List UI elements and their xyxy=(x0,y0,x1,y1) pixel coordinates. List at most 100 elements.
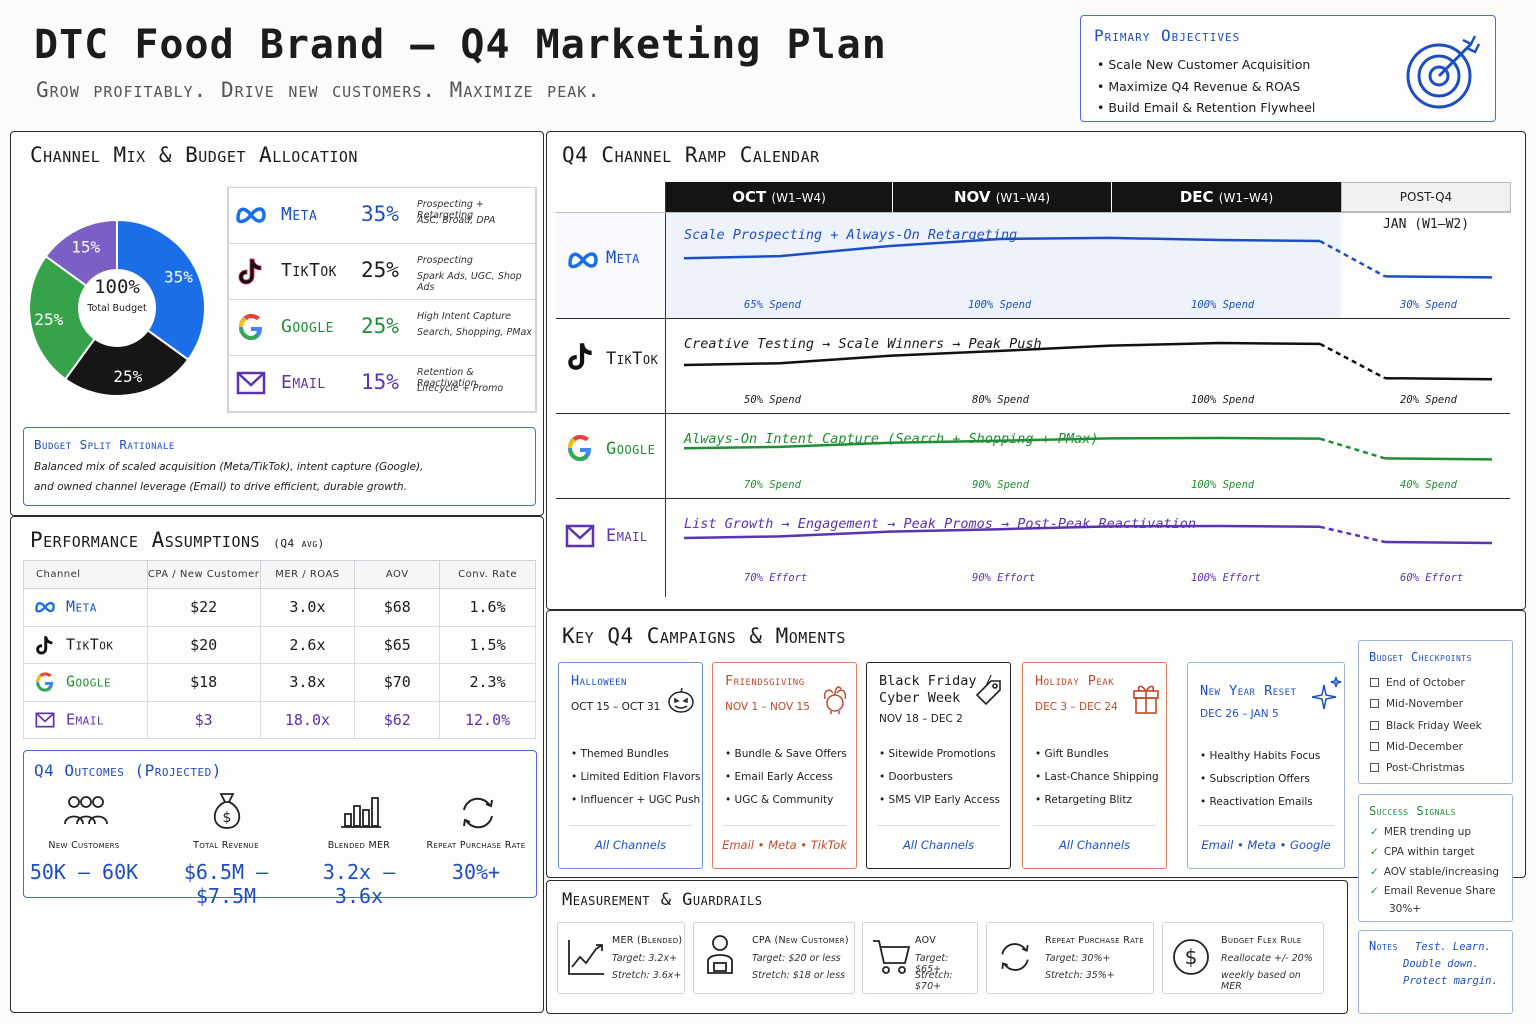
measurement-stretch: Stretch: 35%+ xyxy=(1045,970,1115,981)
spend-label: 80% Spend xyxy=(972,394,1029,406)
outcomes-panel: Q4 Outcomes (Projected) xyxy=(23,750,537,898)
campaign-card-new-year: New Year Reset DEC 26 – JAN 5 Healthy Ha… xyxy=(1187,662,1345,869)
spend-label: 100% Spend xyxy=(968,299,1032,311)
table-cell: 3.8x xyxy=(259,663,356,702)
check-icon: ✓ xyxy=(1370,885,1379,897)
campaign-name: Holiday Peak xyxy=(1035,673,1115,689)
column-header: Conv. Rate xyxy=(439,560,536,589)
budget-channel-desc: High Intent Capture xyxy=(417,311,511,322)
campaign-bullet: Influencer + UGC Push xyxy=(571,789,701,812)
checkpoint-item[interactable]: Mid-December xyxy=(1370,741,1463,753)
pie-slice-email xyxy=(44,218,118,288)
budget-row-tiktok: TikTok 25% Prospecting Spark Ads, UGC, S… xyxy=(228,243,536,300)
table-cell: $3 xyxy=(146,700,261,739)
ramp-drop-email xyxy=(1319,525,1386,544)
checkbox[interactable] xyxy=(1370,763,1379,772)
checkpoint-item[interactable]: Mid-November xyxy=(1370,698,1463,710)
ramp-line-tiktok xyxy=(683,341,1321,367)
tiktok-icon xyxy=(568,343,592,370)
spend-label: 20% Spend xyxy=(1400,394,1457,406)
measurement-aov: AOV Target: $65+ Stretch: $70+ xyxy=(862,922,978,994)
spend-label: 70% Effort xyxy=(744,572,808,584)
checkbox[interactable] xyxy=(1370,721,1379,730)
refresh-icon xyxy=(1001,943,1029,971)
tag-icon xyxy=(975,680,1001,706)
table-cell: 1.5% xyxy=(439,625,536,664)
budget-channel-tactics: Lifecycle + Promo xyxy=(417,383,504,394)
calendar-row-meta: Meta Scale Prospecting + Always-On Retar… xyxy=(556,212,1510,319)
table-cell: 12.0% xyxy=(439,700,536,739)
campaign-dates: OCT 15 – OCT 31 xyxy=(571,701,661,713)
outcome-label: New Customers xyxy=(48,840,120,851)
budget-checkpoints-box: Budget Checkpoints End of October Mid-No… xyxy=(1358,640,1513,784)
campaign-name: Halloween xyxy=(571,673,627,689)
google-icon xyxy=(568,435,591,461)
user-icon xyxy=(707,935,733,974)
checkpoint-item[interactable]: End of October xyxy=(1370,677,1465,689)
table-row: Google $18 3.8x $70 2.3% xyxy=(23,663,536,702)
people-icon xyxy=(64,796,108,825)
campaign-channels: All Channels xyxy=(1058,838,1131,852)
checkpoint-item[interactable]: Black Friday Week xyxy=(1370,720,1482,732)
checkpoint-label: Mid-December xyxy=(1386,741,1463,753)
checkbox[interactable] xyxy=(1370,678,1379,687)
campaign-bullet: Bundle & Save Offers xyxy=(725,743,847,766)
campaign-divider xyxy=(569,825,692,826)
ramp-line-email xyxy=(683,524,1321,540)
budget-channel-pct: 25% xyxy=(361,314,399,338)
budget-channel-tactics: Spark Ads, UGC, Shop Ads xyxy=(417,271,522,293)
spend-label: 100% Spend xyxy=(1191,479,1255,491)
table-cell: 2.6x xyxy=(259,625,356,664)
email-icon xyxy=(565,524,595,548)
notes-box: Notes Test. Learn. Double down. Protect … xyxy=(1358,930,1513,1014)
google-icon xyxy=(36,672,54,692)
meta-icon xyxy=(236,207,266,224)
campaign-bullet: Doorbusters xyxy=(879,766,1000,789)
table-cell: 2.3% xyxy=(439,663,536,702)
budget-channel-name: Google xyxy=(281,316,334,337)
notes-line: Protect margin. xyxy=(1403,975,1498,987)
signal-label: CPA within target xyxy=(1383,846,1475,858)
table-cell: 18.0x xyxy=(259,700,356,739)
month-weeks: (W1–W4) xyxy=(1218,191,1274,205)
post-q4-weeks: JAN (W1–W2) xyxy=(1382,217,1470,232)
check-icon: ✓ xyxy=(1370,866,1379,878)
checkbox[interactable] xyxy=(1370,742,1379,751)
campaign-card-holiday-peak: Holiday Peak DEC 3 – DEC 24 Gift Bundles… xyxy=(1022,662,1167,869)
budget-row-meta: Meta 35% Prospecting + Retargeting ASC, … xyxy=(228,187,536,244)
month-name: DEC xyxy=(1179,188,1214,206)
month-name: OCT xyxy=(732,188,767,206)
refresh-icon xyxy=(463,797,493,829)
signal-label: Email Revenue Share xyxy=(1383,885,1496,897)
spend-label: 100% Spend xyxy=(1191,299,1255,311)
checkbox[interactable] xyxy=(1370,699,1379,708)
channel-name: Google xyxy=(66,672,112,691)
measurement-stretch: Stretch: $18 or less xyxy=(752,970,845,981)
pie-slice-label: 25% xyxy=(113,367,142,386)
outcome-label: Repeat Purchase Rate xyxy=(426,840,526,851)
budget-channel-desc: Prospecting + Retargeting xyxy=(417,199,484,221)
ramp-drop-google xyxy=(1319,437,1386,460)
campaign-divider xyxy=(723,825,846,826)
budget-channel-tactics: ASC, Broad, DPA xyxy=(417,215,496,226)
channel-name: Email xyxy=(66,710,105,729)
budget-rationale-box: Budget Split Rationale Balanced mix of s… xyxy=(23,427,536,506)
notes-line: Double down. xyxy=(1403,958,1479,970)
measurement-stretch: Stretch: $70+ xyxy=(915,970,953,992)
table-cell-channel: TikTok xyxy=(23,625,148,664)
outcome-value: 30%+ xyxy=(451,860,501,884)
column-header: Channel xyxy=(23,560,148,589)
outcome-value: 3.2x – 3.6x xyxy=(322,860,396,908)
campaign-dates: DEC 3 – DEC 24 xyxy=(1035,701,1118,713)
checkpoint-item[interactable]: Post-Christmas xyxy=(1370,762,1465,774)
spend-label: 90% Effort xyxy=(972,572,1036,584)
checkpoint-label: Post-Christmas xyxy=(1386,762,1465,774)
table-cell: $65 xyxy=(354,625,441,664)
gift-icon xyxy=(1133,685,1159,714)
budget-channel-name: Meta xyxy=(281,204,318,225)
rationale-text: and owned channel leverage (Email) to dr… xyxy=(34,481,407,493)
notes-title: Notes xyxy=(1369,939,1398,953)
budget-channel-tactics: Search, Shopping, PMax xyxy=(417,327,532,338)
signal-item: ✓ AOV stable/increasing xyxy=(1370,866,1499,878)
money-bag-icon: $ xyxy=(213,793,241,829)
